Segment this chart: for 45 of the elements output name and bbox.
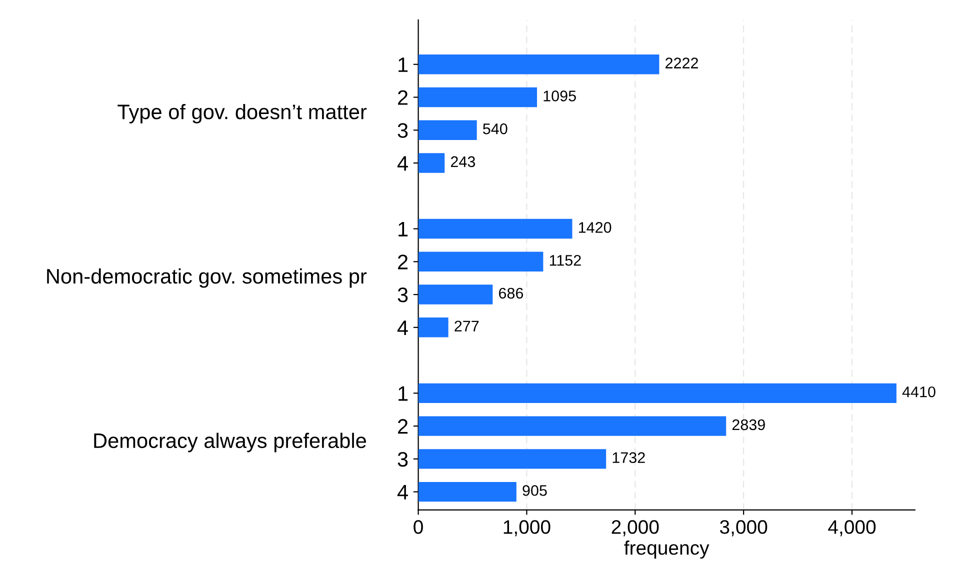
data-label: 1420 [578,222,612,233]
y-tick-label: 2 [398,254,408,270]
data-label: 686 [499,288,524,299]
data-label: 540 [483,123,508,134]
data-label: 905 [522,485,547,496]
text: Type of gov. doesn’t matter [118,104,367,124]
y-tick-label: 4 [397,156,408,171]
data-label: 2222 [666,58,698,68]
bar [418,54,660,74]
bar [418,153,445,173]
bar [418,252,544,272]
bar [418,87,538,108]
text: Non-democratic gov. sometimes pr [47,268,367,288]
x-tick-label: 3,000 [720,520,768,536]
x-tick-label: 0 [414,520,423,534]
y-tick-label: 3 [398,288,408,302]
bar [418,120,477,140]
bar [418,218,572,239]
y-tick-label: 3 [398,452,408,467]
data-label: 1732 [612,452,645,464]
bar [418,482,516,502]
bar [418,284,493,304]
y-tick-label: 1 [398,386,408,401]
x-tick-label: 4,000 [828,520,876,536]
data-label: 243 [450,156,476,168]
y-tick-label: 4 [397,485,408,500]
x-tick-label: 2,000 [612,520,659,536]
y-tick-label: 1 [398,222,408,236]
data-label: 4410 [902,386,936,398]
x-axis-title: frequency [624,540,710,559]
y-tick-label: 1 [398,58,408,72]
bar [418,318,448,338]
bar [418,416,726,436]
data-label: 2839 [732,419,765,430]
y-tick-label: 4 [397,320,408,335]
text: Democracy always preferable [94,432,366,452]
bar [418,383,896,404]
data-label: 277 [454,320,479,332]
bar [418,449,606,469]
data-label: 1095 [544,90,576,102]
y-tick-label: 3 [398,123,408,138]
x-tick-label: 1,000 [504,520,550,536]
y-tick-label: 2 [398,90,408,105]
data-label: 1152 [550,254,581,266]
y-tick-label: 2 [398,419,408,434]
